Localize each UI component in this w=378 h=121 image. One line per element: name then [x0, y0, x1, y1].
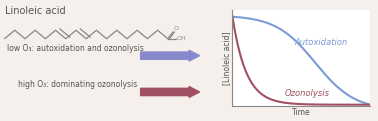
- Text: OH: OH: [177, 36, 187, 42]
- Text: low O₃: autoxidation and ozonolysis: low O₃: autoxidation and ozonolysis: [7, 44, 144, 53]
- Text: high O₃: dominating ozonolysis: high O₃: dominating ozonolysis: [18, 80, 137, 89]
- Text: Ozonolysis: Ozonolysis: [285, 89, 330, 98]
- Y-axis label: [Linoleic acid]: [Linoleic acid]: [222, 31, 231, 85]
- Text: O: O: [173, 26, 178, 31]
- FancyArrow shape: [141, 87, 200, 97]
- Text: Linoleic acid: Linoleic acid: [5, 6, 65, 16]
- X-axis label: Time: Time: [292, 108, 311, 117]
- Text: Autoxidation: Autoxidation: [294, 38, 348, 47]
- FancyArrow shape: [141, 50, 200, 61]
